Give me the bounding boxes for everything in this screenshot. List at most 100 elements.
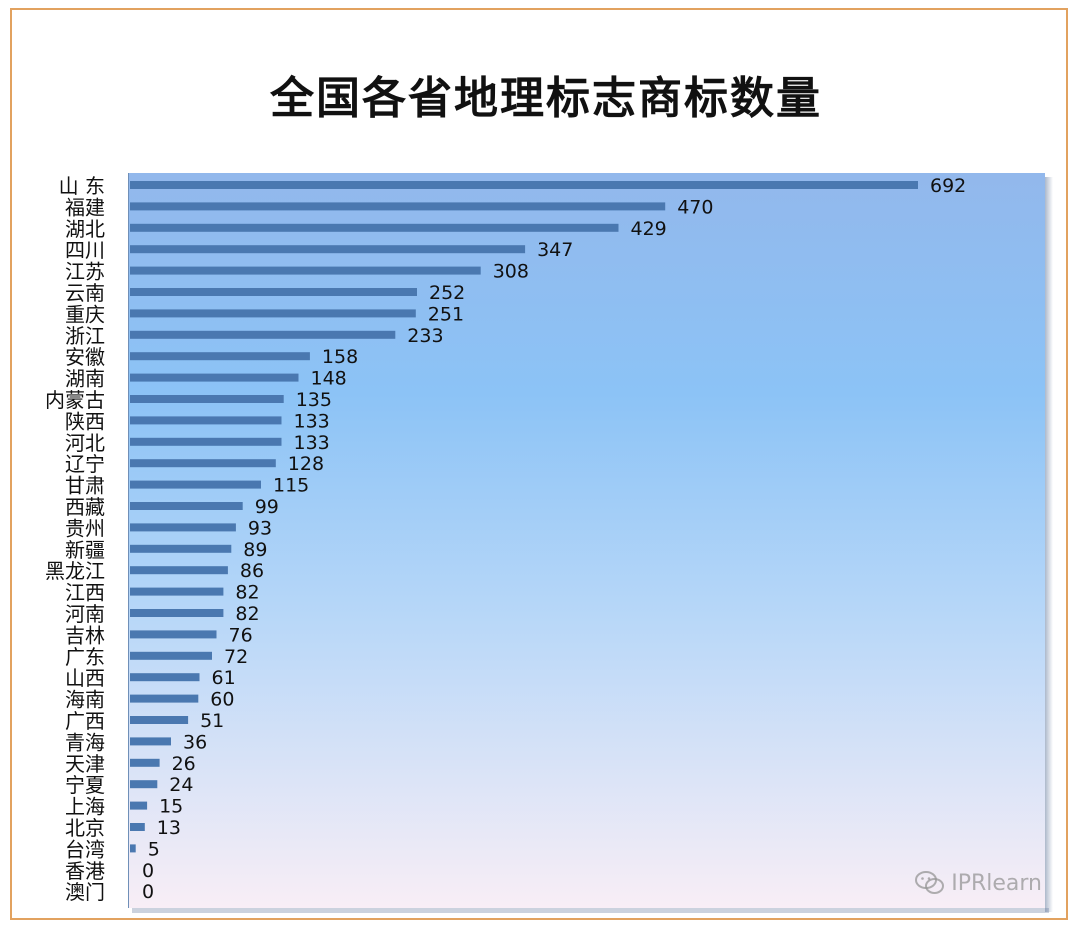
data-label: 0 [142,881,154,903]
bar-23 [130,673,200,682]
data-label: 82 [235,582,259,604]
category-label: 内蒙古 [45,388,105,412]
bar-27 [130,758,160,767]
data-label: 24 [169,774,193,796]
category-label: 北京 [65,816,105,840]
data-label: 429 [631,218,667,240]
bar-16 [130,523,236,532]
data-label: 133 [294,432,330,454]
category-label: 澳门 [65,880,105,904]
bar-11 [130,416,282,425]
data-label: 308 [493,261,529,283]
category-label: 天津 [65,752,105,776]
bar-2 [130,223,619,232]
bar-10 [130,395,284,403]
bar-24 [130,694,199,703]
bar-28 [130,780,158,789]
category-label: 山 东 [59,174,105,198]
watermark-text: IPRlearn [951,870,1042,896]
category-label: 香港 [65,859,105,883]
bar-31 [130,844,136,853]
bar-18 [130,566,228,575]
bar-20 [130,609,224,617]
bar-13 [130,459,276,468]
category-label: 浙江 [65,324,105,348]
bar-25 [130,716,189,724]
bar-0 [130,181,918,189]
bar-5 [130,288,417,296]
category-label: 江苏 [65,260,105,284]
data-label: 72 [224,646,248,668]
category-label: 西藏 [65,495,105,519]
data-label: 233 [407,325,443,347]
bar-6 [130,309,416,318]
data-label: 89 [243,539,267,561]
category-label: 宁夏 [65,773,105,797]
category-label: 重庆 [65,302,105,326]
data-label: 86 [240,560,264,582]
data-label: 51 [200,710,224,732]
data-label: 5 [148,838,160,860]
category-label: 安徽 [65,345,105,369]
category-label: 吉林 [65,623,105,647]
data-label: 26 [172,753,196,775]
data-label: 692 [930,175,966,197]
data-label: 251 [428,303,464,325]
plot-shadow [1045,177,1053,912]
bar-19 [130,587,224,596]
data-label: 13 [157,817,181,839]
category-label: 台湾 [65,837,105,861]
bar-30 [130,823,145,831]
category-label: 上海 [65,795,105,819]
bar-12 [130,437,282,446]
category-label: 江西 [65,581,105,605]
data-label: 252 [429,282,465,304]
category-label: 河南 [65,602,105,626]
data-label: 93 [248,517,272,539]
bar-1 [130,202,666,211]
category-label: 湖南 [65,367,105,391]
wechat-icon [915,870,945,896]
bar-21 [130,630,217,639]
bar-8 [130,352,310,361]
category-label: 黑龙江 [45,559,105,583]
category-label: 新疆 [65,538,105,562]
bar-9 [130,373,299,382]
bar-15 [130,502,243,510]
bar-14 [130,480,261,489]
data-label: 470 [677,196,713,218]
data-label: 158 [322,346,358,368]
data-label: 0 [142,860,154,882]
data-label: 60 [210,689,234,711]
chart-title: 全国各省地理标志商标数量 [270,73,822,124]
data-label: 61 [212,667,236,689]
category-label: 青海 [65,730,105,754]
category-label: 广东 [65,645,105,669]
bar-29 [130,801,148,810]
data-label: 135 [296,389,332,411]
plot-bottom-shadow [132,908,1049,913]
bar-26 [130,737,171,746]
bar-7 [130,330,396,339]
category-label: 河北 [65,431,105,455]
category-label: 山西 [65,666,105,690]
data-label: 128 [288,453,324,475]
data-label: 133 [294,410,330,432]
watermark: IPRlearn [915,870,1042,896]
data-label: 347 [537,239,573,261]
category-label: 海南 [65,688,105,712]
category-label: 广西 [65,709,105,733]
bar-22 [130,651,212,660]
data-label: 82 [235,603,259,625]
data-label: 76 [229,624,253,646]
data-label: 99 [255,496,279,518]
category-label: 福建 [65,195,105,219]
category-label: 四川 [65,238,105,262]
bar-4 [130,266,481,275]
category-label: 云南 [65,281,105,305]
category-label: 陕西 [65,409,105,433]
data-label: 15 [159,796,183,818]
bar-17 [130,544,232,553]
category-label: 甘肃 [65,474,105,498]
